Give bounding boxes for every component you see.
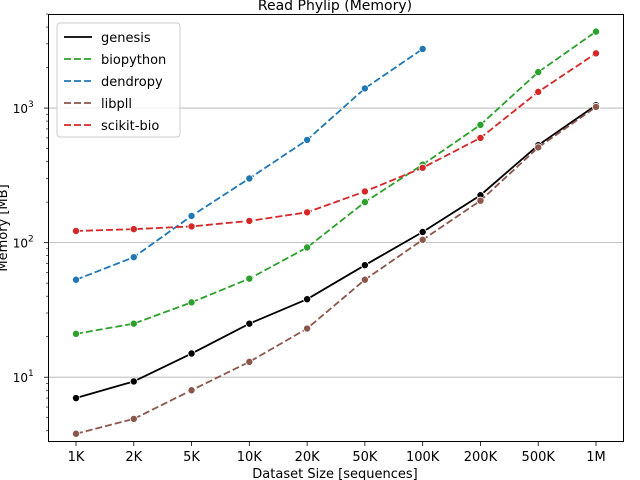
- x-tick-label: 200K: [464, 450, 498, 465]
- data-point: [245, 357, 254, 366]
- data-point: [187, 211, 196, 220]
- legend-label: genesis: [101, 31, 151, 46]
- legend-box: [56, 22, 181, 138]
- legend-label: libpll: [101, 97, 132, 112]
- data-point: [592, 27, 601, 36]
- data-point: [245, 216, 254, 225]
- x-tick-label: 500K: [522, 450, 556, 465]
- chart-title: Read Phylip (Memory): [258, 0, 412, 14]
- data-point: [360, 198, 369, 207]
- y-tick-exponent: 3: [28, 100, 34, 110]
- y-tick-exponent: 2: [28, 235, 34, 245]
- series-line: [75, 30, 597, 335]
- legend-label: biopython: [101, 53, 166, 68]
- data-point: [534, 143, 543, 152]
- y-tick-label: 10: [13, 237, 28, 251]
- data-point: [360, 261, 369, 270]
- data-point: [187, 386, 196, 395]
- data-point: [72, 329, 81, 338]
- x-tick-label: 10K: [237, 450, 263, 465]
- x-axis-ticks: 1K 2K 5K 10K 20K 50K 100K 200K 500K 1M: [68, 442, 606, 465]
- x-tick-label: 2K: [125, 450, 142, 465]
- y-tick-label: 10: [13, 102, 28, 116]
- data-point: [418, 235, 427, 244]
- series-libpll: [72, 102, 601, 438]
- data-point: [476, 120, 485, 129]
- series-dendropy: [72, 44, 427, 284]
- series-biopython: [72, 27, 601, 338]
- data-point: [72, 227, 81, 236]
- data-point: [592, 49, 601, 58]
- y-tick-label: 10: [13, 371, 28, 385]
- data-point: [245, 319, 254, 328]
- y-axis-label: Memory [MB]: [0, 184, 11, 271]
- data-point: [592, 102, 601, 111]
- series-layer: [72, 27, 601, 438]
- data-point: [129, 225, 138, 234]
- data-point: [303, 208, 312, 217]
- data-point: [245, 174, 254, 183]
- data-point: [72, 429, 81, 438]
- data-point: [476, 196, 485, 205]
- data-point: [72, 394, 81, 403]
- series-genesis: [72, 101, 601, 403]
- data-point: [476, 133, 485, 142]
- data-point: [360, 187, 369, 196]
- x-tick-label: 20K: [295, 450, 321, 465]
- x-axis-label: Dataset Size [sequences]: [252, 467, 417, 480]
- series-scikit-bio: [72, 49, 601, 236]
- series-line: [75, 106, 597, 435]
- data-point: [129, 414, 138, 423]
- x-tick-label: 100K: [406, 450, 440, 465]
- data-point: [129, 319, 138, 328]
- y-tick-exponent: 1: [28, 369, 34, 379]
- data-point: [534, 87, 543, 96]
- data-point: [129, 253, 138, 262]
- data-point: [303, 243, 312, 252]
- legend: genesis biopython dendropy libpll scikit-bio: [56, 22, 181, 138]
- data-point: [418, 163, 427, 172]
- x-tick-label: 5K: [183, 450, 200, 465]
- legend-label: dendropy: [101, 75, 163, 90]
- x-tick-label: 1M: [586, 450, 606, 465]
- series-line: [75, 104, 597, 399]
- data-point: [129, 377, 138, 386]
- data-point: [418, 44, 427, 53]
- x-tick-label: 1K: [68, 450, 85, 465]
- legend-label: scikit-bio: [101, 119, 159, 134]
- data-point: [418, 227, 427, 236]
- data-point: [303, 135, 312, 144]
- data-point: [303, 295, 312, 304]
- data-point: [187, 298, 196, 307]
- plot-frame: [48, 14, 624, 442]
- data-point: [534, 68, 543, 77]
- series-line: [75, 52, 597, 232]
- data-point: [187, 222, 196, 231]
- data-point: [303, 324, 312, 333]
- data-point: [360, 275, 369, 284]
- x-tick-label: 50K: [352, 450, 378, 465]
- data-point: [360, 84, 369, 93]
- data-point: [72, 275, 81, 284]
- data-point: [245, 274, 254, 283]
- data-point: [187, 349, 196, 358]
